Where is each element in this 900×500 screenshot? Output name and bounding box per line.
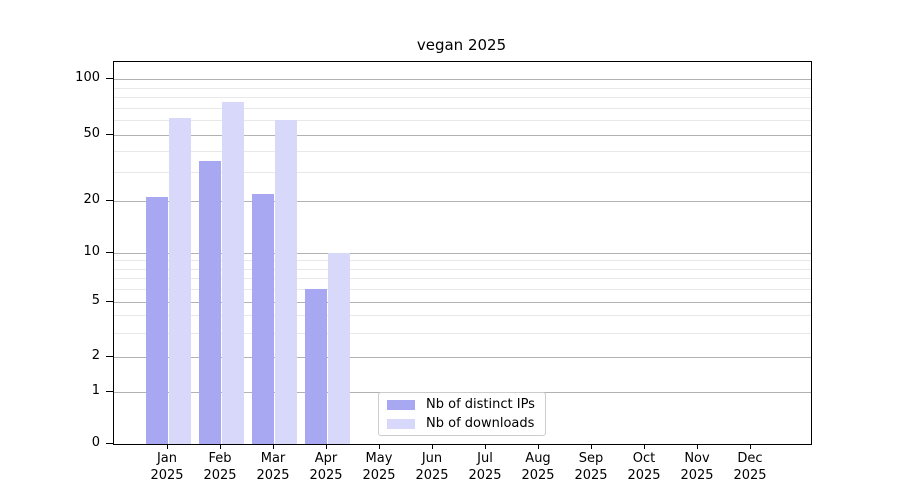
xtick-label-10: Nov 2025	[680, 451, 714, 483]
gridline-minor-9	[114, 260, 811, 262]
gridline-minor-3	[114, 332, 811, 334]
xtick-mark-8	[590, 445, 592, 449]
xtick-mark-2	[272, 445, 274, 449]
gridline-minor-90	[114, 87, 811, 89]
ytick-mark-10	[106, 251, 113, 253]
xtick-mark-11	[749, 445, 751, 449]
xtick-label-4: May 2025	[362, 451, 396, 483]
ytick-label-2: 2	[91, 348, 100, 363]
ytick-label-20: 20	[83, 192, 100, 207]
legend: Nb of distinct IPs Nb of downloads	[378, 392, 546, 436]
bar-mar-ips	[251, 194, 274, 444]
xtick-label-8: Sep 2025	[574, 451, 608, 483]
ytick-mark-1	[106, 390, 113, 392]
xtick-label-2: Mar 2025	[256, 451, 290, 483]
ytick-label-10: 10	[83, 244, 100, 259]
xtick-mark-1	[219, 445, 221, 449]
legend-swatch-distinct-ips	[387, 399, 415, 410]
ytick-mark-5	[106, 300, 113, 302]
xtick-label-11: Dec 2025	[733, 451, 767, 483]
ytick-label-5: 5	[91, 293, 100, 308]
xtick-label-0: Jan 2025	[150, 451, 184, 483]
ytick-label-50: 50	[83, 126, 100, 141]
chart-title: vegan 2025	[416, 36, 507, 54]
xtick-label-5: Jun 2025	[415, 451, 449, 483]
ytick-label-1: 1	[91, 383, 100, 398]
plot-area	[113, 61, 812, 445]
gridline-minor-4	[114, 315, 811, 317]
bar-apr-downloads	[327, 253, 350, 444]
xtick-mark-4	[378, 445, 380, 449]
gridline-minor-60	[114, 120, 811, 122]
bar-feb-downloads	[221, 102, 244, 444]
legend-label-downloads: Nb of downloads	[426, 415, 535, 431]
bar-mar-downloads	[274, 120, 297, 444]
xtick-mark-0	[166, 445, 168, 449]
ytick-label-0: 0	[91, 435, 100, 450]
bar-jan-downloads	[168, 117, 191, 444]
gridline-minor-70	[114, 107, 811, 109]
gridline-minor-6	[114, 289, 811, 291]
legend-label-distinct-ips: Nb of distinct IPs	[426, 396, 535, 412]
gridline-minor-8	[114, 268, 811, 270]
ytick-mark-0	[106, 442, 113, 444]
xtick-mark-9	[643, 445, 645, 449]
gridline-minor-80	[114, 97, 811, 99]
xtick-mark-3	[325, 445, 327, 449]
ytick-mark-100	[106, 77, 113, 79]
bar-apr-ips	[304, 289, 327, 444]
legend-item-downloads: Nb of downloads	[387, 416, 537, 432]
bar-jan-ips	[145, 197, 168, 444]
xtick-label-9: Oct 2025	[627, 451, 661, 483]
xtick-label-3: Apr 2025	[309, 451, 343, 483]
gridline-minor-30	[114, 171, 811, 173]
gridline-major-2	[114, 357, 811, 358]
gridline-minor-7	[114, 278, 811, 280]
gridline-major-20	[114, 201, 811, 202]
gridline-major-50	[114, 135, 811, 136]
xtick-label-1: Feb 2025	[203, 451, 237, 483]
ytick-mark-20	[106, 199, 113, 201]
ytick-mark-2	[106, 355, 113, 357]
legend-swatch-downloads	[387, 418, 415, 429]
gridline-major-10	[114, 253, 811, 254]
gridline-minor-40	[114, 151, 811, 153]
xtick-mark-6	[484, 445, 486, 449]
ytick-mark-50	[106, 133, 113, 135]
bar-feb-ips	[198, 160, 221, 444]
legend-item-distinct-ips: Nb of distinct IPs	[387, 397, 537, 413]
gridline-major-100	[114, 79, 811, 80]
gridline-major-5	[114, 302, 811, 303]
xtick-mark-7	[537, 445, 539, 449]
xtick-label-7: Aug 2025	[521, 451, 555, 483]
xtick-label-6: Jul 2025	[468, 451, 502, 483]
xtick-mark-5	[431, 445, 433, 449]
xtick-mark-10	[696, 445, 698, 449]
ytick-label-100: 100	[75, 70, 100, 85]
